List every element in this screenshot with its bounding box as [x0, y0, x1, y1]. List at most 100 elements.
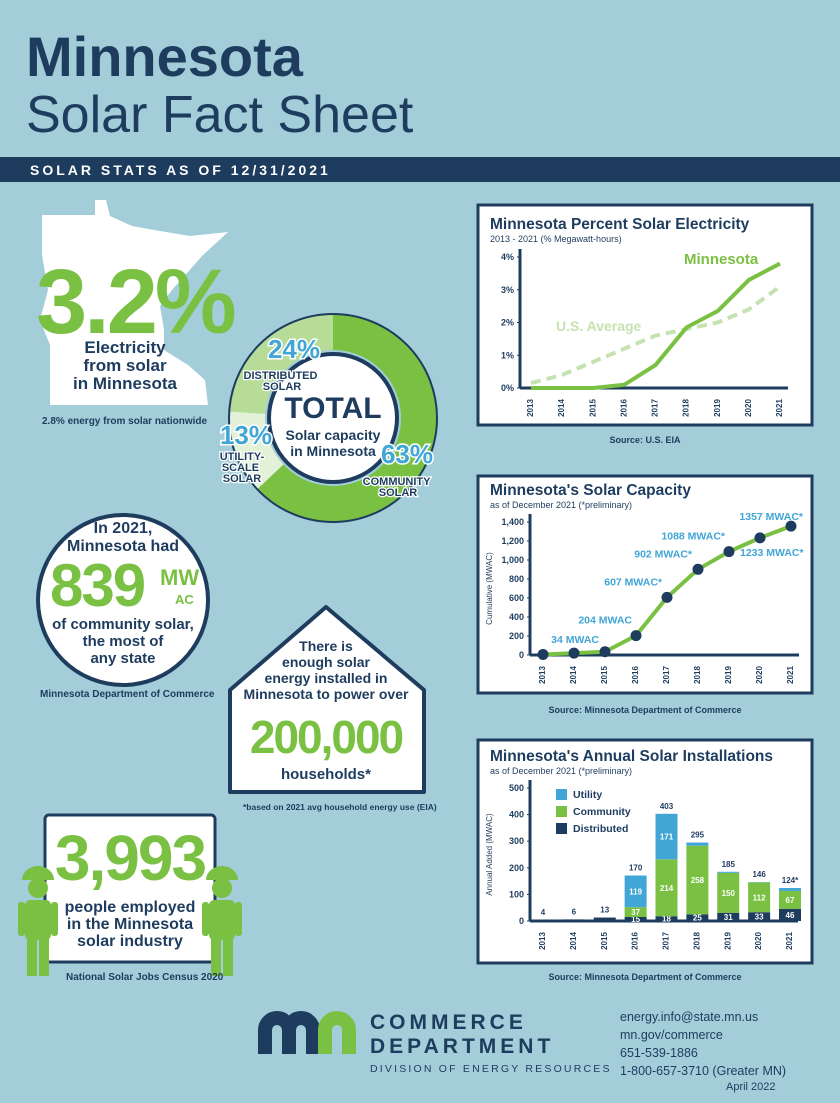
- bar-segment: [624, 875, 647, 908]
- bar-segment: [624, 917, 647, 921]
- y-tick-label: 2%: [501, 318, 514, 328]
- chart-title: Minnesota Percent Solar Electricity: [490, 216, 750, 233]
- segment-label: 67: [786, 896, 795, 905]
- stat-unit-sub: AC: [175, 592, 194, 607]
- x-tick-label: 2020: [755, 666, 764, 684]
- pie-slice: [257, 314, 437, 522]
- marker: [661, 591, 673, 603]
- stat-value: 200,000: [250, 711, 403, 763]
- value-label: 902 MWAC*: [634, 548, 693, 560]
- segment-label: 214: [660, 884, 674, 893]
- banner: [0, 157, 840, 182]
- segment-label: 150: [722, 889, 736, 898]
- x-tick-label: 2013: [526, 399, 535, 417]
- x-tick-label: 2021: [775, 399, 784, 417]
- x-tick-label: 2018: [693, 666, 702, 684]
- x-tick-label: 2017: [662, 666, 671, 684]
- stat-value: 839: [50, 552, 145, 619]
- x-tick-label: 2013: [538, 666, 547, 684]
- stat-circle: [36, 513, 210, 687]
- bar-segment: [748, 882, 771, 913]
- segment-label: 112: [753, 893, 766, 902]
- y-tick-label: 0: [519, 650, 524, 660]
- marker: [568, 647, 580, 659]
- total-label: 6: [572, 907, 577, 916]
- bar-segment: [686, 842, 709, 846]
- y-tick-label: 0%: [501, 383, 514, 393]
- contact: mn.gov/commerce: [620, 1028, 723, 1042]
- stat-source: National Solar Jobs Census 2020: [66, 972, 224, 983]
- y-tick-label: 800: [509, 574, 524, 584]
- chart-title: Minnesota's Annual Solar Installations: [490, 748, 773, 765]
- x-tick-label: 2019: [713, 399, 722, 417]
- pie-subtitle: Solar capacity: [286, 427, 381, 443]
- stat-unit: MW: [160, 565, 199, 590]
- bar-segment: [779, 890, 801, 909]
- y-tick-label: 300: [509, 836, 524, 846]
- segment-label: 258: [691, 876, 705, 885]
- department-name: DEPARTMENT: [370, 1035, 554, 1058]
- x-tick-label: 2018: [682, 399, 691, 417]
- chart-panel: [476, 474, 814, 695]
- chart-title: Minnesota's Solar Capacity: [490, 482, 691, 499]
- pie-subtitle: in Minnesota: [290, 443, 376, 459]
- bar-segment: [532, 919, 554, 921]
- chart-source: Source: Minnesota Department of Commerce: [548, 972, 741, 982]
- y-tick-label: 3%: [501, 285, 514, 295]
- legend-swatch: [556, 789, 567, 800]
- x-tick-label: 2019: [723, 932, 732, 950]
- marker: [692, 563, 704, 575]
- bar-segment: [779, 908, 801, 921]
- pie-value-label: 24%: [268, 334, 320, 364]
- bar-segment: [624, 907, 647, 918]
- y-axis-label: Cumulative (MWAC): [485, 552, 494, 625]
- y-tick-label: 400: [509, 612, 524, 622]
- pie-outline: [228, 313, 438, 523]
- x-tick-label: 2016: [619, 399, 628, 417]
- value-label: 204 MWAC: [578, 615, 632, 627]
- segment-label: 37: [631, 908, 640, 917]
- title: Minnesota: [26, 25, 304, 88]
- series-label: Minnesota: [684, 251, 759, 268]
- x-tick-label: 2021: [785, 932, 794, 950]
- pie-slice: [229, 314, 333, 414]
- value-label: 1357 MWAC*: [739, 511, 804, 523]
- marker: [537, 649, 549, 661]
- stat-text: In 2021,: [94, 520, 153, 537]
- stat-note: 2.8% energy from solar nationwide: [42, 416, 207, 427]
- stat-text: energy installed in: [265, 670, 388, 686]
- y-tick-label: 500: [509, 783, 524, 793]
- stat-footnote: *based on 2021 avg household energy use …: [243, 802, 437, 812]
- legend-label: Utility: [573, 789, 602, 801]
- x-tick-label: 2013: [538, 932, 547, 950]
- total-label: 124*: [782, 876, 799, 885]
- value-label: 1233 MWAC*: [740, 547, 805, 559]
- worker-right: [202, 866, 242, 976]
- division-name: DIVISION OF ENERGY RESOURCES: [370, 1063, 612, 1075]
- y-tick-label: 1%: [501, 350, 514, 360]
- value-label: 1088 MWAC*: [661, 531, 726, 543]
- segment-label: 46: [786, 911, 795, 920]
- contact: 651-539-1886: [620, 1046, 698, 1060]
- marker: [599, 646, 611, 658]
- bar-segment: [717, 871, 740, 873]
- series-line: [531, 261, 781, 390]
- bar-segment: [717, 872, 740, 913]
- chart-panel: [476, 738, 814, 965]
- bar-segment: [779, 888, 801, 891]
- y-tick-label: 4%: [501, 252, 514, 262]
- x-tick-label: 2016: [631, 666, 640, 684]
- logo: [258, 1011, 356, 1054]
- stat-source: Minnesota Department of Commerce: [40, 689, 215, 700]
- chart-subtitle: as of December 2021 (*preliminary): [490, 500, 632, 510]
- bar-segment: [717, 912, 740, 921]
- state-outline: [40, 200, 228, 405]
- segment-label: 25: [693, 914, 702, 923]
- stat-text: of community solar,: [52, 616, 194, 633]
- y-tick-label: 100: [509, 889, 524, 899]
- chart-subtitle: as of December 2021 (*preliminary): [490, 766, 632, 776]
- bar-segment: [562, 919, 585, 921]
- stat-text: any state: [90, 650, 155, 667]
- x-tick-label: 2014: [569, 666, 578, 684]
